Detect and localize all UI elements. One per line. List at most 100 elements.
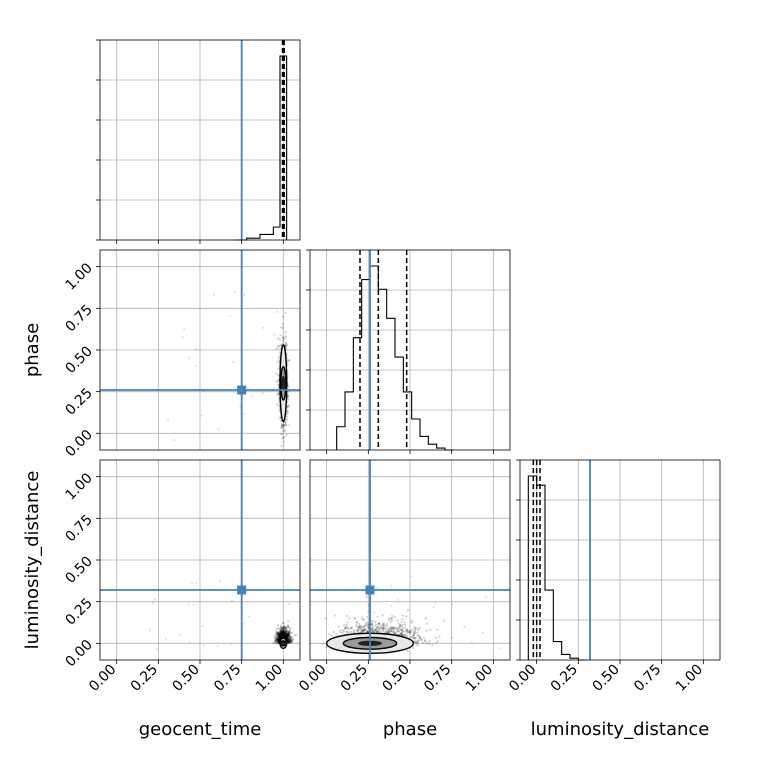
- sample-point: [277, 633, 281, 636]
- sample-point: [277, 640, 280, 643]
- sample-point: [282, 633, 286, 636]
- sample-point: [398, 630, 401, 633]
- sample-point: [277, 631, 280, 635]
- sample-point: [286, 637, 289, 640]
- sample-outlier: [195, 364, 198, 367]
- sample-point: [360, 630, 363, 634]
- sample-point: [286, 636, 289, 640]
- sample-point: [282, 629, 285, 632]
- panels-layer: [96, 39, 721, 661]
- sample-point: [287, 640, 290, 643]
- sample-point: [346, 614, 349, 617]
- sample-point: [355, 621, 358, 624]
- sample-point: [287, 632, 290, 635]
- sample-point: [370, 622, 374, 626]
- sample-point: [289, 639, 292, 642]
- sample-point: [281, 425, 284, 428]
- sample-point: [385, 624, 388, 627]
- sample-point: [287, 629, 290, 633]
- sample-point: [286, 638, 289, 641]
- sample-point: [418, 635, 421, 638]
- sample-point: [288, 632, 291, 635]
- sample-point: [282, 629, 285, 632]
- sample-point: [342, 624, 346, 627]
- sample-point: [281, 632, 284, 635]
- sample-point: [286, 633, 289, 636]
- sample-point: [277, 374, 280, 377]
- sample-point: [358, 626, 361, 629]
- sample-point: [288, 641, 291, 644]
- sample-point: [281, 627, 284, 630]
- sample-outlier: [365, 595, 368, 598]
- sample-point: [285, 630, 288, 633]
- sample-point: [361, 629, 364, 632]
- sample-point: [287, 634, 290, 637]
- sample-point: [285, 629, 288, 632]
- sample-point: [281, 633, 284, 636]
- sample-point: [279, 634, 282, 637]
- truth-marker: [365, 585, 375, 595]
- sample-point: [355, 629, 359, 632]
- sample-point: [401, 623, 404, 627]
- sample-point: [281, 630, 284, 633]
- sample-point: [286, 363, 289, 366]
- sample-point: [284, 336, 287, 339]
- sample-point: [387, 618, 391, 622]
- sample-point: [330, 634, 333, 637]
- sample-point: [431, 643, 434, 646]
- sample-point: [285, 433, 288, 437]
- sample-point: [279, 633, 282, 636]
- sample-point: [282, 635, 285, 638]
- x-axis-label-geocent_time: geocent_time: [139, 719, 262, 740]
- sample-point: [289, 627, 292, 630]
- sample-point: [414, 631, 417, 634]
- sample-point: [403, 633, 406, 636]
- sample-point: [391, 626, 395, 630]
- sample-point: [277, 640, 280, 644]
- sample-point: [274, 638, 278, 642]
- sample-outlier: [412, 626, 415, 629]
- sample-point: [284, 634, 287, 637]
- sample-point: [399, 623, 402, 627]
- sample-point: [278, 636, 281, 639]
- sample-point: [281, 635, 284, 638]
- sample-point: [285, 634, 288, 637]
- sample-point: [408, 631, 412, 634]
- sample-point: [283, 628, 287, 631]
- sample-point: [278, 636, 281, 639]
- sample-point: [288, 639, 291, 642]
- sample-point: [339, 629, 342, 632]
- sample-point: [287, 639, 291, 642]
- sample-point: [339, 631, 342, 634]
- sample-point: [282, 633, 285, 636]
- sample-point: [361, 625, 364, 629]
- sample-point: [284, 634, 287, 638]
- sample-outlier: [232, 361, 235, 364]
- sample-point: [276, 346, 280, 349]
- sample-point: [283, 628, 286, 632]
- sample-point: [283, 635, 286, 639]
- sample-point: [284, 633, 287, 637]
- sample-point: [279, 636, 282, 639]
- sample-point: [438, 635, 441, 638]
- sample-point: [353, 616, 356, 620]
- sample-point: [285, 636, 288, 639]
- sample-point: [276, 642, 279, 645]
- sample-point: [275, 636, 278, 639]
- sample-point: [429, 628, 432, 631]
- sample-point: [282, 633, 286, 637]
- sample-point: [274, 640, 277, 643]
- sample-point: [277, 639, 280, 642]
- scatter-panel-phase-vs-geocent_time: [99, 249, 301, 451]
- sample-point: [282, 630, 285, 634]
- sample-point: [278, 338, 281, 341]
- y-tick-label: 0.75: [62, 302, 95, 335]
- sample-point: [282, 632, 285, 635]
- sample-point: [393, 615, 396, 618]
- sample-outlier: [193, 603, 196, 606]
- sample-point: [276, 628, 279, 631]
- sample-point: [277, 337, 280, 340]
- sample-point: [282, 634, 285, 637]
- sample-point: [284, 636, 287, 639]
- sample-point: [279, 636, 282, 639]
